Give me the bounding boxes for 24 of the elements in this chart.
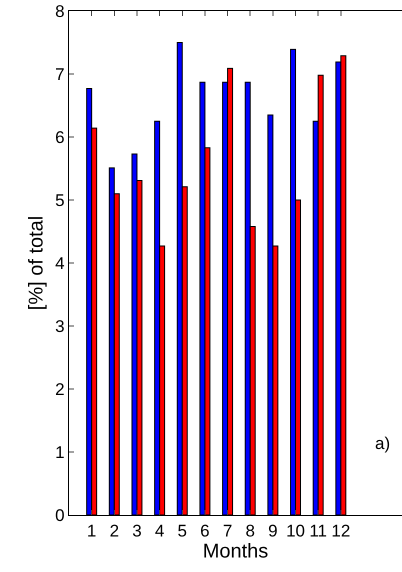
y-tick-label: 6 — [55, 128, 65, 147]
x-tick-label: 7 — [222, 521, 232, 540]
x-axis-title: Months — [202, 540, 268, 562]
y-axis-title: [%] of total — [26, 216, 48, 310]
x-tick-label: 11 — [309, 521, 328, 540]
x-tick-label: 9 — [268, 521, 278, 540]
y-tick-label: 7 — [55, 64, 65, 84]
y-tick-label: 3 — [55, 316, 65, 336]
x-tick-label: 10 — [286, 521, 305, 540]
y-tick-label: 5 — [55, 190, 65, 210]
x-tick-label: 3 — [132, 521, 142, 540]
x-tick-label: 5 — [178, 521, 188, 540]
y-tick-label: 0 — [55, 506, 65, 525]
y-tick-label: 1 — [55, 442, 65, 462]
y-tick-label: 8 — [55, 2, 65, 21]
y-tick-label: 4 — [55, 254, 65, 273]
x-tick-label: 8 — [245, 521, 255, 540]
x-tick-label: 6 — [200, 521, 210, 540]
x-tick-label: 1 — [86, 521, 96, 540]
x-tick-label: 12 — [331, 521, 350, 540]
annotation: a) — [375, 434, 390, 453]
y-tick-label: 2 — [55, 380, 65, 399]
x-tick-label: 2 — [110, 521, 120, 540]
x-tick-label: 4 — [154, 521, 164, 540]
